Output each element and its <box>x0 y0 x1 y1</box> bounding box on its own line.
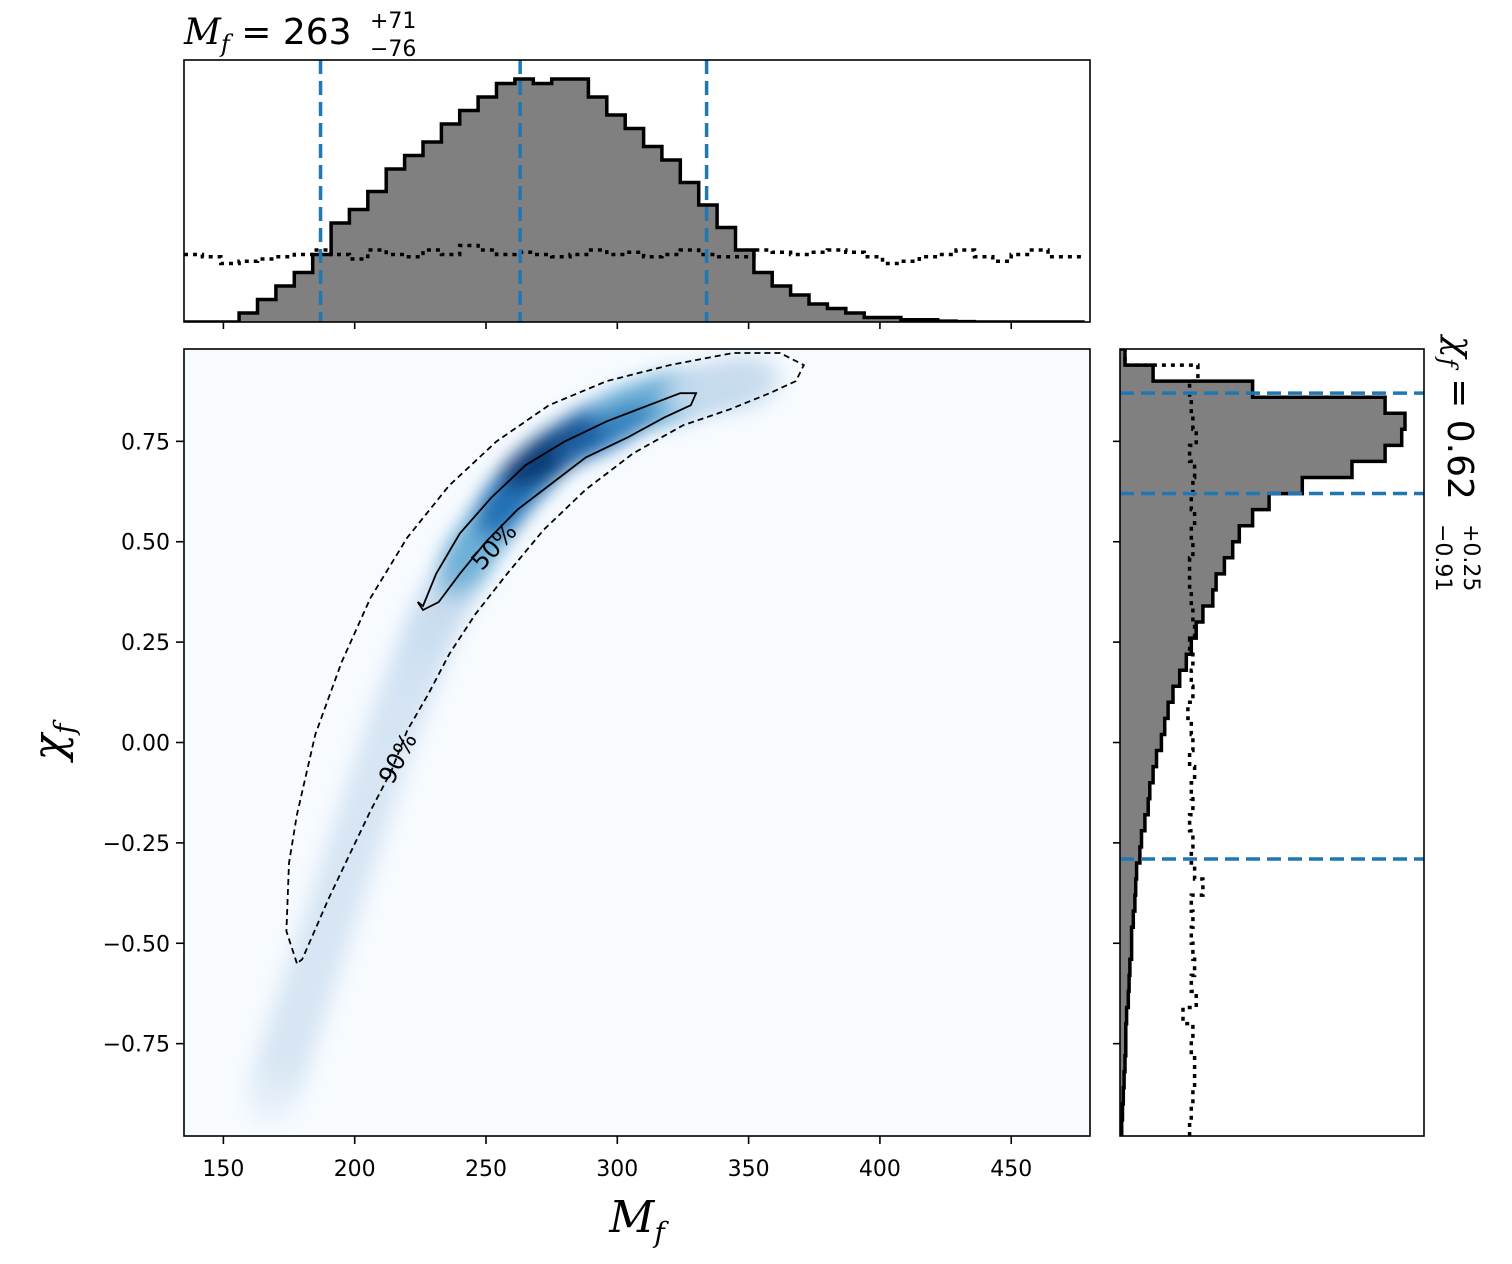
top-title-lower-error: −76 <box>370 37 416 62</box>
right-prior-histogram <box>1123 349 1205 1136</box>
top-prior-histogram <box>184 243 1085 266</box>
y-tick-label: −0.50 <box>103 932 170 957</box>
x-tick-label: 450 <box>990 1157 1032 1182</box>
y-tick-label: 0.50 <box>121 531 170 556</box>
top-title-upper-error: +71 <box>370 9 416 34</box>
x-tick-label: 350 <box>728 1157 770 1182</box>
right-title-value: 0.62 <box>1439 420 1480 500</box>
x-tick-label: 300 <box>596 1157 638 1182</box>
right-title-upper-error: +0.25 <box>1458 524 1483 591</box>
right-marginal-panel: χf = 0.62 +0.25 −0.91 <box>1113 333 1483 1137</box>
x-tick-label: 250 <box>465 1157 507 1182</box>
joint-x-ticks: 150 200 250 300 350 400 450 <box>202 1136 1032 1182</box>
x-axis-title: Mf <box>608 1192 669 1249</box>
x-tick-label: 200 <box>334 1157 376 1182</box>
right-title-symbol: χ <box>1439 333 1480 360</box>
right-y-ticks <box>1113 440 1120 1045</box>
top-title-value: 263 <box>283 12 352 53</box>
top-posterior-histogram-edge <box>184 77 1085 322</box>
top-posterior-histogram-fill <box>184 79 1085 322</box>
y-tick-label: −0.75 <box>103 1033 170 1058</box>
y-tick-label: 0.75 <box>121 430 170 455</box>
contour-50-percent <box>416 392 698 612</box>
svg-text:χf = 0.62: χf = 0.62 <box>1434 333 1480 500</box>
top-credible-lines <box>318 60 709 322</box>
y-tick-label: 0.00 <box>121 732 170 757</box>
density-cell <box>700 354 784 411</box>
x-tick-label: 400 <box>859 1157 901 1182</box>
right-posterior-histogram-edge <box>1120 349 1407 1136</box>
joint-panel: 50% 90% 150 200 250 300 350 400 450 0.750.500.… <box>24 348 1091 1249</box>
top-title: Mf = 263 <box>183 12 352 58</box>
top-x-ticks <box>222 322 1013 329</box>
right-credible-lines <box>1120 391 1424 861</box>
y-tick-label: 0.25 <box>121 631 170 656</box>
right-title-lower-error: −0.91 <box>1430 524 1455 591</box>
top-marginal-panel: Mf = 263 +71 −76 <box>183 9 1091 329</box>
density-core <box>554 404 655 463</box>
right-title: χf = 0.62 +0.25 −0.91 <box>1430 333 1483 591</box>
x-tick-label: 150 <box>202 1157 244 1182</box>
top-title-symbol: M <box>183 12 222 53</box>
joint-y-ticks: 0.75 0.50 0.25 0.00 −0.25 −0.50 −0.75 <box>103 430 184 1058</box>
y-axis-title: χf <box>24 719 81 764</box>
y-tick-label: −0.25 <box>103 832 170 857</box>
